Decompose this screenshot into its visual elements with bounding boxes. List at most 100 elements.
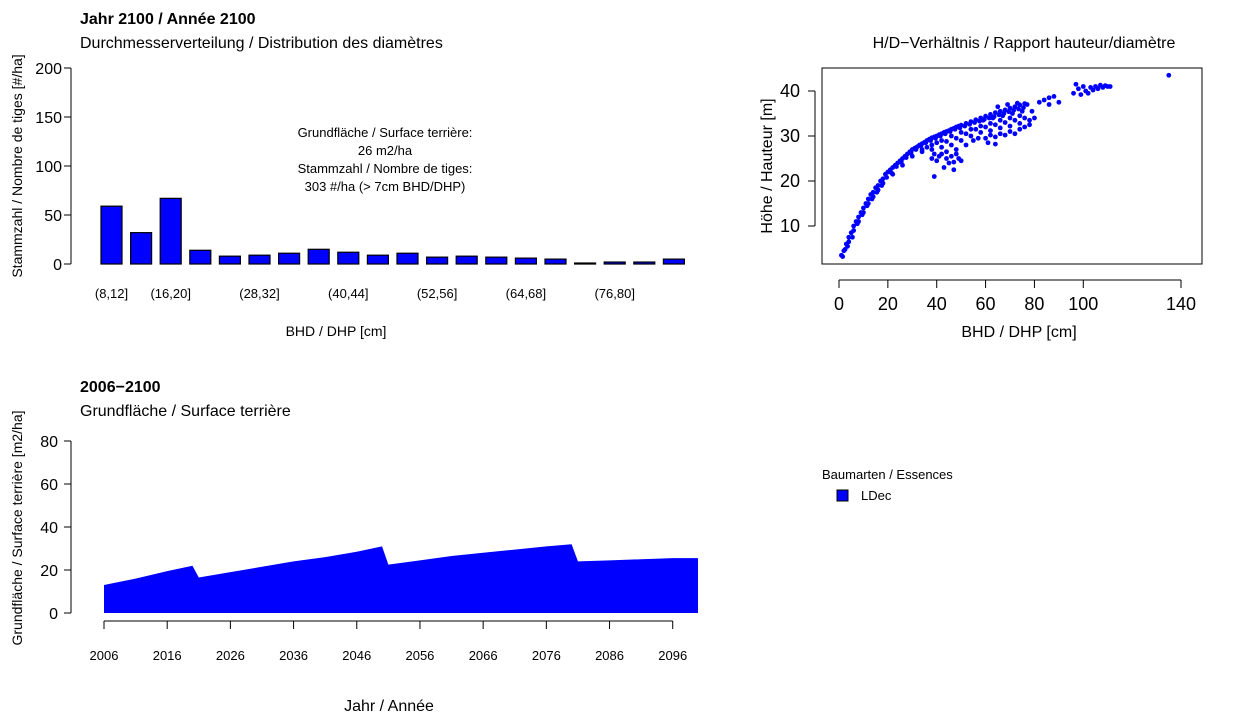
hd-point [934, 158, 940, 164]
bar-(8,12] [100, 205, 123, 265]
hd-point [992, 141, 998, 147]
x-tick-label: (16,20] [150, 286, 190, 301]
hd-point [1071, 90, 1076, 96]
hd-point [1001, 111, 1007, 116]
hd-point [939, 151, 944, 157]
hd-point [953, 147, 959, 152]
hd-point [864, 203, 870, 209]
bar-(12,16] [130, 232, 153, 265]
y-tick-label: 0 [49, 606, 58, 623]
hd-point [1024, 102, 1030, 107]
y-tick-label: 40 [780, 81, 800, 101]
bar-(52,56] [426, 256, 449, 265]
hd-point [903, 155, 909, 161]
x-tick-label: 20 [878, 294, 898, 314]
hd-point [997, 108, 1003, 114]
hd-point [931, 174, 937, 179]
hd-point [1032, 115, 1037, 121]
y-tick-label: 20 [40, 563, 58, 580]
diameter-y-axis-label: Stammzahl / Nombre de tiges [#/ha] [9, 54, 25, 277]
hd-point [1090, 87, 1096, 93]
hd-point [953, 135, 959, 141]
hd-point [981, 116, 987, 122]
hd-point [985, 140, 991, 146]
hd-point [988, 112, 993, 117]
hd-point [997, 131, 1003, 137]
hd-point [942, 131, 948, 137]
x-tick-label: 2056 [405, 648, 434, 663]
hd-point [856, 214, 861, 220]
hd-point [958, 130, 964, 135]
hd-point [1080, 84, 1086, 89]
hd-point [944, 156, 949, 161]
hd-point [1036, 99, 1042, 105]
bar-(40,44] [337, 251, 360, 265]
bar-(68,72] [544, 258, 567, 265]
hd-point [884, 175, 890, 180]
height-diameter-chart: H/D−Verhältnis / Rapport hauteur/diamètr… [759, 35, 1203, 341]
hd-point [931, 151, 937, 157]
bar-(32,36] [278, 252, 301, 265]
hd-point [1017, 121, 1023, 126]
hd-point [948, 133, 954, 139]
hd-point [908, 150, 914, 156]
annotation-line-3: Stammzahl / Nombre de tiges: [298, 161, 473, 176]
hd-point [1006, 109, 1012, 115]
y-tick-label: 80 [40, 434, 58, 451]
hd-point [840, 254, 846, 259]
x-tick-label: 2006 [90, 648, 119, 663]
x-tick-label: 2096 [658, 648, 687, 663]
hd-point [1076, 86, 1081, 92]
hd-point [997, 117, 1003, 123]
hd-point [968, 126, 974, 132]
bar-(80,84] [633, 261, 656, 265]
hd-point [973, 126, 979, 132]
basal-chart-subtitle: Grundfläche / Surface terrière [80, 403, 291, 420]
bar-(84,88] [662, 258, 686, 265]
y-tick-label: 150 [35, 110, 62, 127]
x-tick-label: (76,80] [594, 286, 634, 301]
hd-point [865, 196, 871, 202]
basal-area-fill [104, 544, 698, 613]
x-tick-label: (52,56] [417, 286, 457, 301]
hd-point [988, 121, 993, 126]
hd-point [879, 183, 885, 188]
hd-point [963, 142, 969, 148]
hd-point [919, 149, 925, 155]
hd-point [851, 228, 857, 233]
y-tick-label: 100 [35, 159, 62, 176]
hd-x-axis-label: BHD / DHP [cm] [961, 324, 1076, 341]
hd-point [962, 123, 968, 129]
hd-point [948, 153, 954, 159]
hd-point [1046, 95, 1052, 101]
basal-y-axis: 0 20 40 60 80 [40, 434, 72, 623]
hd-point [951, 167, 957, 173]
bar-(64,68] [514, 257, 538, 265]
hd-point [1095, 86, 1101, 92]
hd-point [1073, 81, 1079, 87]
x-tick-label: 0 [834, 294, 844, 314]
x-tick-label: (64,68] [506, 286, 546, 301]
bar-(60,64] [485, 256, 508, 265]
hd-point [929, 147, 935, 152]
hd-y-axis-label: Höhe / Hauteur [m] [759, 98, 776, 233]
hd-point [869, 196, 875, 202]
basal-x-axis-label: Jahr / Année [344, 698, 434, 714]
x-tick-label: 2026 [216, 648, 245, 663]
hd-point [1007, 115, 1013, 121]
hd-point [894, 164, 899, 170]
hd-point [934, 140, 940, 146]
hd-point [952, 126, 958, 132]
hd-point [947, 129, 953, 134]
hd-point [1022, 115, 1028, 121]
hd-chart-title: H/D−Verhältnis / Rapport hauteur/diamètr… [873, 35, 1176, 52]
diameter-chart-title: Jahr 2100 / Année 2100 [80, 11, 256, 28]
hd-point [941, 165, 947, 170]
hd-point [854, 221, 860, 227]
hd-point [1016, 106, 1021, 112]
hd-point [1017, 113, 1023, 119]
bar-(20,24] [189, 249, 212, 265]
hd-point [1012, 104, 1018, 110]
annotation-line-2: 26 m2/ha [358, 143, 413, 158]
